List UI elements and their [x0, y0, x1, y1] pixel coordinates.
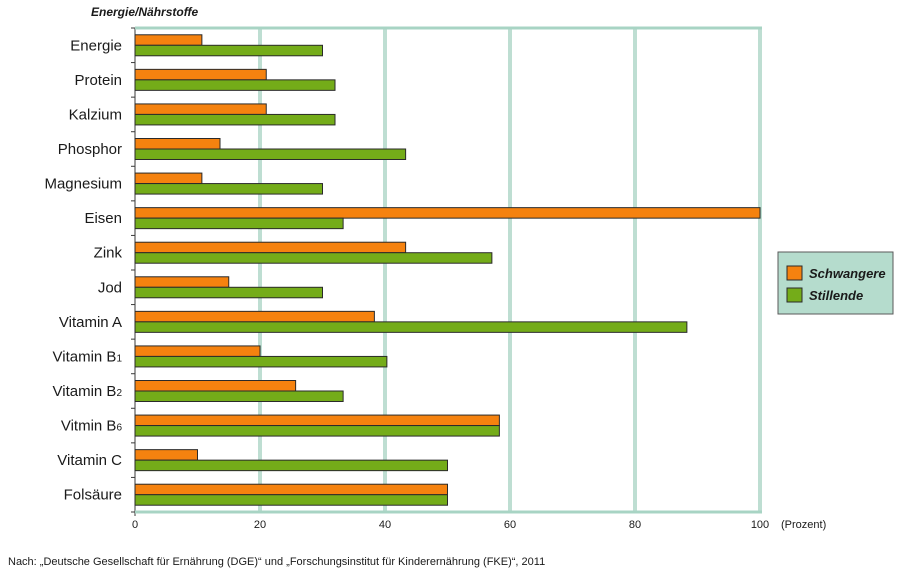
- legend-label-schwangere: Schwangere: [809, 266, 886, 281]
- legend-box: [777, 251, 894, 315]
- x-tick-label: 40: [379, 519, 391, 531]
- bar-schwangere: [134, 138, 221, 150]
- x-tick-labels: 0 20 40 60 80 100: [132, 519, 769, 531]
- bar-schwangere: [134, 34, 203, 46]
- x-tick-label: 20: [254, 519, 266, 531]
- source-note: Nach: „Deutsche Gesellschaft für Ernähru…: [8, 556, 546, 568]
- x-axis-unit: (Prozent): [781, 519, 826, 531]
- bar-stillende: [134, 286, 323, 299]
- bar-schwangere: [134, 103, 267, 115]
- category-label: Energie: [70, 37, 122, 54]
- x-tick-label: 100: [751, 519, 769, 531]
- bar-schwangere: [134, 449, 198, 461]
- bar-stillende: [134, 425, 500, 437]
- category-label: Vitmin B6: [61, 418, 123, 435]
- category-label: Vitamin B1: [53, 348, 123, 365]
- bars: [134, 34, 761, 506]
- x-tick-label: 60: [504, 519, 516, 531]
- bar-stillende: [134, 459, 448, 472]
- category-labels: Energie Protein Kalzium Phosphor Magnesium Ei…: [44, 37, 122, 503]
- category-label: Eisen: [84, 210, 122, 227]
- y-axis-title: Energie/Nährstoffe: [91, 5, 198, 19]
- legend-swatch-schwangere: [786, 265, 803, 281]
- bar-stillende: [134, 494, 448, 506]
- category-label: Folsäure: [64, 487, 122, 504]
- bar-stillende: [134, 217, 344, 230]
- x-tick-label: 80: [629, 519, 641, 531]
- legend-label-stillende: Stillende: [809, 288, 863, 303]
- category-label: Vitamin A: [59, 314, 122, 331]
- category-label: Jod: [98, 279, 122, 296]
- bar-stillende: [134, 390, 344, 402]
- bar-stillende: [134, 44, 323, 57]
- bar-stillende: [134, 148, 407, 160]
- bar-schwangere: [134, 207, 761, 219]
- bar-stillende: [134, 113, 336, 126]
- bar-schwangere: [134, 172, 203, 185]
- bar-schwangere: [134, 241, 407, 254]
- bar-stillende: [134, 79, 336, 91]
- bar-schwangere: [134, 483, 448, 496]
- bar-schwangere: [134, 276, 230, 288]
- bar-stillende: [134, 321, 688, 333]
- plot-area: [135, 28, 760, 512]
- category-label: Zink: [94, 245, 123, 262]
- gridlines: [131, 26, 762, 516]
- category-label: Protein: [74, 72, 122, 89]
- category-label: Kalzium: [69, 106, 122, 123]
- bar-stillende: [134, 355, 388, 368]
- category-label: Vitamin B2: [53, 383, 123, 400]
- x-tick-label: 0: [132, 519, 138, 531]
- bar-schwangere: [134, 380, 297, 392]
- bar-stillende: [134, 183, 323, 195]
- category-label: Vitamin C: [57, 452, 122, 469]
- bar-schwangere: [134, 345, 261, 357]
- legend-swatch-stillende: [786, 287, 803, 303]
- bar-schwangere: [134, 68, 267, 81]
- bar-schwangere: [134, 414, 500, 427]
- bar-stillende: [134, 252, 493, 264]
- category-label: Phosphor: [58, 141, 122, 158]
- category-label: Magnesium: [44, 176, 122, 193]
- bar-schwangere: [134, 310, 375, 323]
- legend: Schwangere Stillende: [777, 251, 894, 315]
